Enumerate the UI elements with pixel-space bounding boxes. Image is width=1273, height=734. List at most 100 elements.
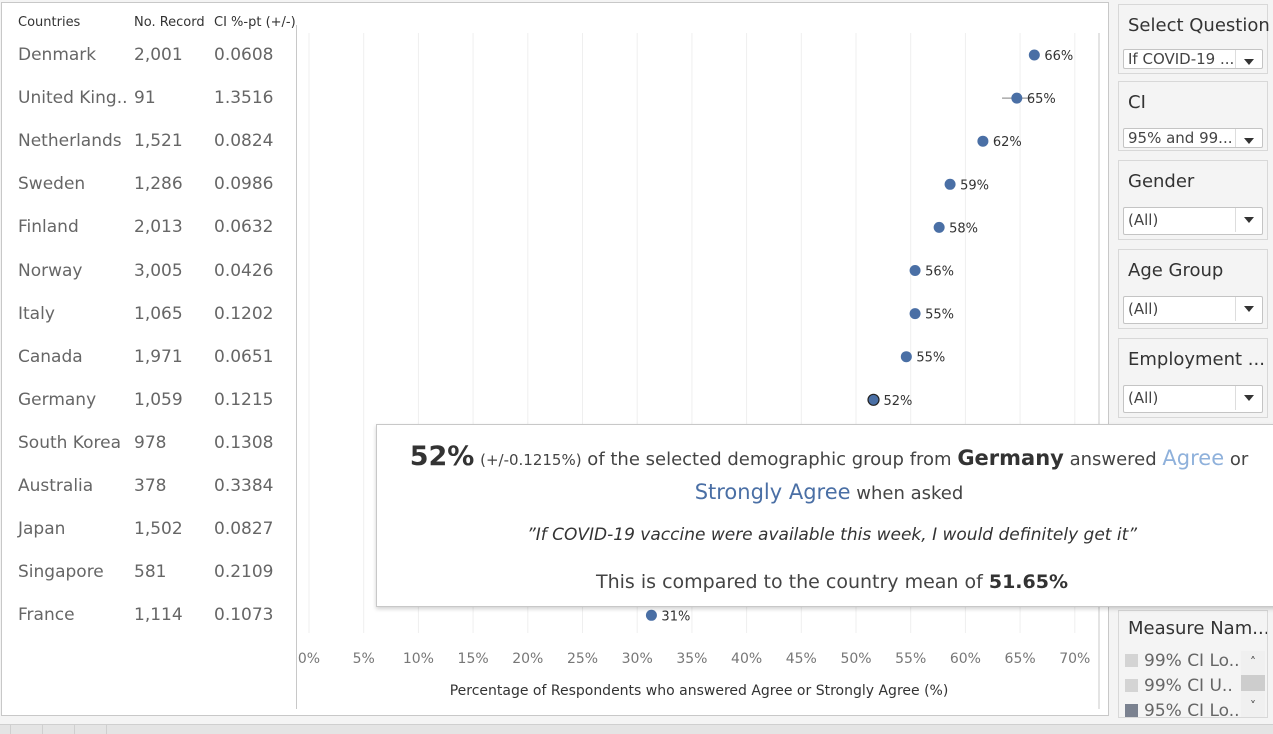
filter-title: Select Question: [1128, 15, 1270, 36]
legend-scrollbar[interactable]: ˄ ˅: [1241, 651, 1265, 717]
row-country: France: [18, 605, 75, 626]
data-point: [944, 178, 956, 190]
dropdown-value: If COVID-19 ...: [1128, 50, 1235, 68]
legend-swatch: [1125, 679, 1138, 692]
column-header-records[interactable]: No. Record: [134, 15, 205, 30]
row-country: Germany: [18, 389, 97, 410]
column-header-ci[interactable]: CI %-pt (+/-): [214, 15, 296, 30]
data-point: [933, 221, 945, 233]
row-header-divider: [296, 25, 297, 709]
filter-employment: Employment ... (All): [1118, 338, 1268, 418]
row-ci: 0.0608: [214, 45, 274, 65]
row-country: South Korea: [18, 432, 122, 453]
x-tick-label: 15%: [458, 651, 489, 667]
chevron-down-icon[interactable]: ˅: [1250, 699, 1256, 713]
row-ci: 0.3384: [214, 476, 274, 496]
measure-names-legend: Measure Nam... 99% CI Lo.. 99% CI U.. 95…: [1118, 610, 1268, 718]
row-records: 1,114: [134, 605, 183, 626]
chevron-down-icon[interactable]: [1235, 50, 1262, 68]
filter-title: Age Group: [1128, 260, 1224, 281]
sheet-tab[interactable]: [0, 725, 11, 734]
chevron-down-icon[interactable]: [1235, 297, 1262, 321]
row-country: Netherlands: [18, 131, 122, 152]
chevron-up-icon[interactable]: ˄: [1250, 655, 1256, 669]
row-ci: 0.0632: [214, 217, 274, 238]
sheet-tab[interactable]: [75, 725, 107, 734]
row-country: Italy: [18, 303, 55, 324]
row-records: 1,059: [134, 389, 183, 410]
row-ci: 0.1202: [214, 303, 274, 324]
row-records: 3,005: [134, 260, 183, 281]
chevron-down-icon[interactable]: [1235, 208, 1262, 232]
tooltip-percent: 52%: [409, 441, 475, 472]
x-axis-title: Percentage of Respondents who answered A…: [450, 683, 949, 699]
legend-item[interactable]: 99% CI U..: [1125, 676, 1233, 696]
x-tick-label: 50%: [840, 651, 871, 667]
row-records: 1,286: [134, 174, 183, 195]
sheet-tab[interactable]: [11, 725, 43, 734]
data-label: 55%: [916, 351, 945, 366]
x-tick-label: 70%: [1059, 651, 1090, 667]
row-ci: 0.0651: [214, 346, 274, 367]
dot-plot-chart: 0% 5% 10% 15% 20% 25% 30% 35% 40% 45% 50% 55% 60% 65%…: [298, 33, 1100, 709]
data-label: 62%: [993, 135, 1022, 150]
column-header-countries[interactable]: Countries: [18, 15, 81, 30]
tooltip-ci: (+/-0.1215%): [480, 451, 582, 469]
age-group-dropdown[interactable]: (All): [1123, 296, 1263, 324]
filter-age-group: Age Group (All): [1118, 249, 1268, 329]
data-point: [909, 265, 921, 276]
legend-swatch: [1125, 704, 1138, 717]
data-label: 56%: [925, 265, 954, 280]
visualization-pane: Countries No. Record CI %-pt (+/-) Denma…: [1, 2, 1109, 716]
legend-item[interactable]: 99% CI Lo..: [1125, 651, 1240, 671]
filter-title: CI: [1128, 92, 1146, 113]
row-country: Canada: [18, 346, 83, 367]
x-tick-label: 30%: [622, 651, 653, 667]
sheet-tab[interactable]: [43, 725, 75, 734]
row-records: 1,521: [134, 131, 183, 152]
legend-swatch: [1125, 654, 1138, 667]
row-records: 1,502: [134, 519, 183, 540]
row-country: Sweden: [18, 174, 86, 195]
row-records: 2,001: [134, 45, 183, 65]
gender-dropdown[interactable]: (All): [1123, 207, 1263, 235]
chevron-down-icon[interactable]: [1235, 386, 1262, 410]
row-ci: 0.1215: [214, 389, 274, 410]
tooltip-compare-text: This is compared to the country mean of: [596, 571, 989, 593]
row-country: Denmark: [18, 45, 97, 65]
sheet-tab-bar: [0, 724, 1273, 734]
row-records: 581: [134, 562, 167, 583]
row-ci: 0.0426: [214, 260, 274, 281]
tooltip-comparison: This is compared to the country mean of …: [377, 571, 1273, 593]
legend-label: 95% CI Lo..: [1144, 701, 1240, 718]
data-point: [909, 308, 921, 320]
x-tick-label: 25%: [567, 651, 598, 667]
dropdown-value: (All): [1128, 211, 1159, 229]
select-question-dropdown[interactable]: If COVID-19 ...: [1123, 49, 1263, 69]
data-point: [977, 135, 989, 147]
legend-title: Measure Nam...: [1128, 618, 1268, 639]
tooltip-question-quote: ”If COVID-19 vaccine were available this…: [526, 525, 1138, 545]
chevron-down-icon[interactable]: [1235, 129, 1262, 147]
row-country: United King..: [18, 88, 128, 109]
legend-item[interactable]: 95% CI Lo..: [1125, 701, 1240, 718]
tooltip-agree: Agree: [1162, 446, 1225, 470]
scroll-thumb[interactable]: [1241, 675, 1265, 691]
tooltip-country: Germany: [957, 446, 1064, 470]
row-records: 978: [134, 432, 167, 453]
employment-dropdown[interactable]: (All): [1123, 385, 1263, 413]
dropdown-value: 95% and 99...: [1128, 129, 1233, 147]
data-point: [1011, 92, 1023, 104]
tooltip-summary: 52% (+/-0.1215%) of the selected demogra…: [389, 441, 1269, 510]
row-ci: 0.1073: [214, 605, 274, 626]
row-records: 1,971: [134, 346, 183, 367]
row-country: Norway: [18, 260, 83, 281]
x-tick-label: 10%: [403, 651, 434, 667]
dropdown-value: (All): [1128, 389, 1159, 407]
tooltip-mean: 51.65%: [988, 571, 1068, 593]
row-ci: 1.3516: [214, 88, 274, 109]
x-tick-label: 35%: [676, 651, 707, 667]
row-ci: 0.0824: [214, 131, 274, 152]
filter-title: Employment ...: [1128, 349, 1265, 370]
ci-dropdown[interactable]: 95% and 99...: [1123, 128, 1263, 148]
